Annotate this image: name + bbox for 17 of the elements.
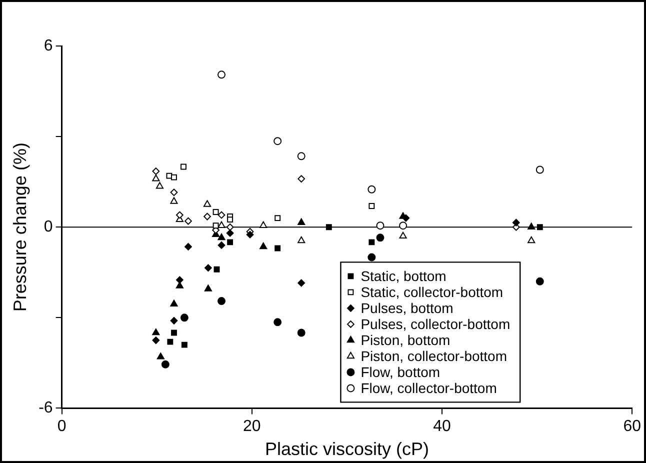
legend-label: Pulses, collector-bottom [360, 316, 510, 332]
legend-label: Pulses, bottom [360, 300, 454, 316]
x-axis-title: Plastic viscosity (cP) [264, 439, 429, 460]
x-tick-label: 20 [243, 418, 261, 436]
legend-label: Static, collector-bottom [360, 284, 504, 300]
y-axis-title: Pressure change (%) [10, 142, 30, 312]
x-tick-label: 0 [57, 418, 66, 436]
y-tick-label: 0 [44, 218, 53, 236]
legend-label: Piston, collector-bottom [360, 348, 508, 364]
y-tick-label: -6 [38, 400, 53, 417]
legend-label: Piston, bottom [360, 332, 450, 348]
legend-label: Static, bottom [360, 268, 446, 284]
x-tick-label: 60 [623, 418, 642, 436]
x-tick-label: 40 [433, 418, 452, 436]
legend-label: Flow, bottom [360, 364, 440, 380]
y-tick-label: 6 [44, 37, 53, 54]
legend-label: Flow, collector-bottom [360, 380, 497, 396]
